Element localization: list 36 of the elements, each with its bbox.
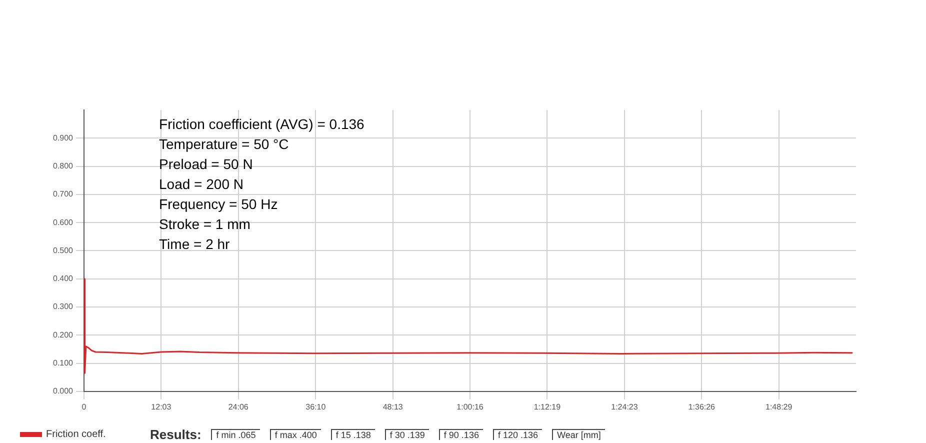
- text: f min .065: [211, 428, 260, 440]
- y-tick-label: 0.000: [52, 386, 74, 396]
- y-tick-label: 0.900: [52, 133, 74, 142]
- x-tick-label: 1:36:26: [688, 402, 716, 412]
- x-tick-label: 1:12:19: [534, 402, 562, 412]
- y-tick-label: 0.600: [52, 218, 74, 227]
- x-tick-label: 36:10: [306, 402, 326, 412]
- text: f 90 .136: [438, 428, 483, 440]
- annotation: Preload = 50 N: [159, 156, 253, 172]
- annotation: Time = 2 hr: [159, 236, 230, 252]
- y-tick-label: 0.400: [52, 274, 74, 284]
- legend-label: Friction coeff.: [46, 428, 106, 440]
- y-tick-label: 0.300: [52, 302, 74, 312]
- text: f max .400: [270, 428, 321, 440]
- text: Results:: [150, 426, 202, 442]
- y-tick-label: 0.200: [52, 330, 74, 340]
- x-tick-label: 24:06: [228, 402, 249, 412]
- x-tick-label: 48:13: [382, 402, 404, 412]
- x-tick-label: 1:48:29: [765, 402, 793, 412]
- y-tick-label: 0.500: [52, 246, 74, 255]
- x-tick-label: 1:24:23: [611, 402, 638, 412]
- y-tick-label: 0.100: [52, 358, 74, 368]
- annotation: Temperature = 50 °C: [159, 136, 289, 152]
- annotation: Stroke = 1 mm: [159, 216, 250, 232]
- x-tick-label: 1:00:16: [456, 402, 484, 412]
- annotation: Friction coefficient (AVG) = 0.136: [159, 116, 365, 132]
- y-tick-label: 0.700: [52, 190, 74, 199]
- x-tick-label: 12:03: [151, 402, 172, 412]
- text: f 30 .139: [384, 428, 429, 440]
- text: f 15 .138: [330, 428, 375, 440]
- text: Wear [mm]: [552, 428, 605, 440]
- annotation: Frequency = 50 Hz: [159, 196, 278, 212]
- y-tick-label: 0.800: [52, 161, 74, 170]
- annotation: Load = 200 N: [159, 176, 244, 192]
- text: f 120 .136: [492, 428, 542, 440]
- x-tick-label: 0: [82, 402, 87, 412]
